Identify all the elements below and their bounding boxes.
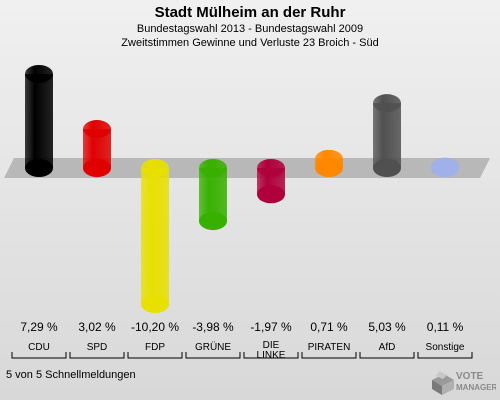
logo-text-vote: VOTE — [456, 371, 484, 382]
bar-bottom-cap — [83, 159, 111, 177]
bar-bottom-cap — [199, 212, 227, 231]
bar-top-cap — [25, 65, 53, 83]
bar-fdp — [141, 159, 169, 313]
bar-top-cap — [141, 159, 169, 177]
category-bracket — [301, 352, 357, 359]
category-label: Sonstige — [426, 342, 465, 353]
bar-bottom-cap — [373, 159, 401, 177]
bar-die-linke — [257, 159, 285, 204]
voting-box-icon — [432, 371, 454, 395]
category-bracket — [359, 352, 415, 359]
category-bracket — [127, 352, 183, 359]
category-label: GRÜNE — [195, 341, 231, 353]
bar-piraten — [315, 149, 343, 177]
category-label: PIRATEN — [308, 342, 351, 353]
category-label: SPD — [87, 342, 108, 353]
bar-top-cap — [373, 94, 401, 113]
category-bracket — [185, 352, 241, 359]
chart-title: Stadt Mülheim an der Ruhr — [154, 4, 346, 21]
category-bracket — [417, 352, 473, 359]
bar-top-cap — [431, 157, 459, 176]
bar-spd — [83, 120, 111, 177]
bar-bottom-cap — [141, 295, 169, 313]
category-bracket — [11, 352, 67, 359]
category-label: DIE LINKE — [257, 340, 286, 361]
chart-subtitle-election-compare: Bundestagswahl 2013 - Bundestagswahl 200… — [136, 23, 364, 35]
zero-baseline-band — [4, 158, 490, 178]
bar-bottom-cap — [257, 185, 285, 204]
value-label: -3,98 % — [192, 320, 234, 334]
chart-subtitle-district: Zweitstimmen Gewinne und Verluste 23 Bro… — [121, 37, 379, 49]
bar-body — [141, 168, 169, 304]
votemanager-logo: VOTE MANAGER — [432, 371, 496, 395]
footer-status: 5 von 5 Schnellmeldungen — [6, 369, 136, 381]
bar-top-cap — [83, 120, 111, 139]
bar-body — [25, 74, 53, 168]
value-label: -10,20 % — [131, 320, 179, 334]
category-label: FDP — [145, 342, 165, 353]
value-label: 0,71 % — [310, 320, 348, 334]
category-bracket — [243, 352, 299, 359]
bar-sonstige — [431, 157, 459, 177]
bar-grüne — [199, 159, 227, 231]
category-label: CDU — [28, 342, 50, 353]
value-label: 5,03 % — [368, 320, 406, 334]
bar-top-cap — [257, 159, 285, 177]
category-bracket — [69, 352, 125, 359]
value-label: 0,11 % — [427, 320, 464, 334]
bar-top-cap — [315, 149, 343, 168]
category-label: AfD — [379, 342, 396, 353]
bar-afd — [373, 94, 401, 177]
bar-cdu — [25, 65, 53, 177]
bar-body — [373, 103, 401, 168]
value-label: 3,02 % — [78, 320, 116, 334]
value-label: 7,29 % — [20, 320, 58, 334]
bar-bottom-cap — [25, 159, 53, 177]
value-label: -1,97 % — [250, 320, 292, 334]
logo-text-manager: MANAGER — [456, 383, 496, 392]
bar-top-cap — [199, 159, 227, 177]
